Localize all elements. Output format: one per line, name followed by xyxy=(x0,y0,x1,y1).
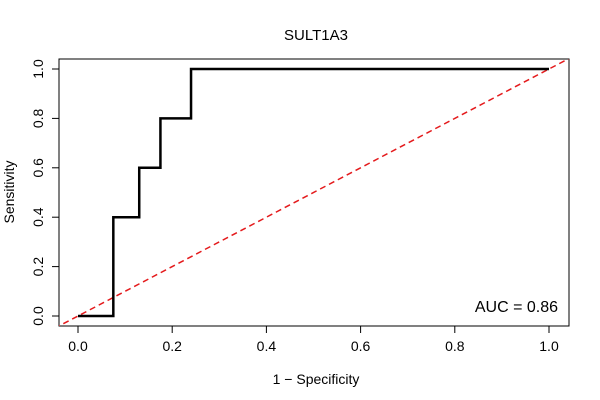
plot-frame xyxy=(58,58,570,327)
y-tick-label: 0.2 xyxy=(30,257,46,277)
roc-curve-line xyxy=(78,67,549,318)
x-tick-label: 0.2 xyxy=(162,338,182,354)
x-tick-label: 1.0 xyxy=(539,338,559,354)
x-tick-label: 0.8 xyxy=(445,338,465,354)
y-axis-label: Sensitivity xyxy=(1,160,17,223)
auc-annotation: AUC = 0.86 xyxy=(475,299,558,316)
y-tick-label: 1.0 xyxy=(30,59,46,79)
chart-title: SULT1A3 xyxy=(284,27,348,44)
reference-diagonal-line xyxy=(59,59,569,326)
y-tick-label: 0.8 xyxy=(30,108,46,128)
x-tick-label: 0.0 xyxy=(68,338,88,354)
plot-area: 0.0 0.2 0.4 0.6 0.8 1.0 0.0 0.2 0.4 0.6 0.8 1.0 xyxy=(30,58,570,354)
series-group xyxy=(59,59,569,326)
y-tick-label: 0.4 xyxy=(30,207,46,227)
x-axis-label: 1 − Specificity xyxy=(273,371,360,387)
x-tick-label: 0.4 xyxy=(257,338,277,354)
x-tick-label: 0.6 xyxy=(351,338,371,354)
y-tick-label: 0.6 xyxy=(30,158,46,178)
y-tick-label: 0.0 xyxy=(30,306,46,326)
